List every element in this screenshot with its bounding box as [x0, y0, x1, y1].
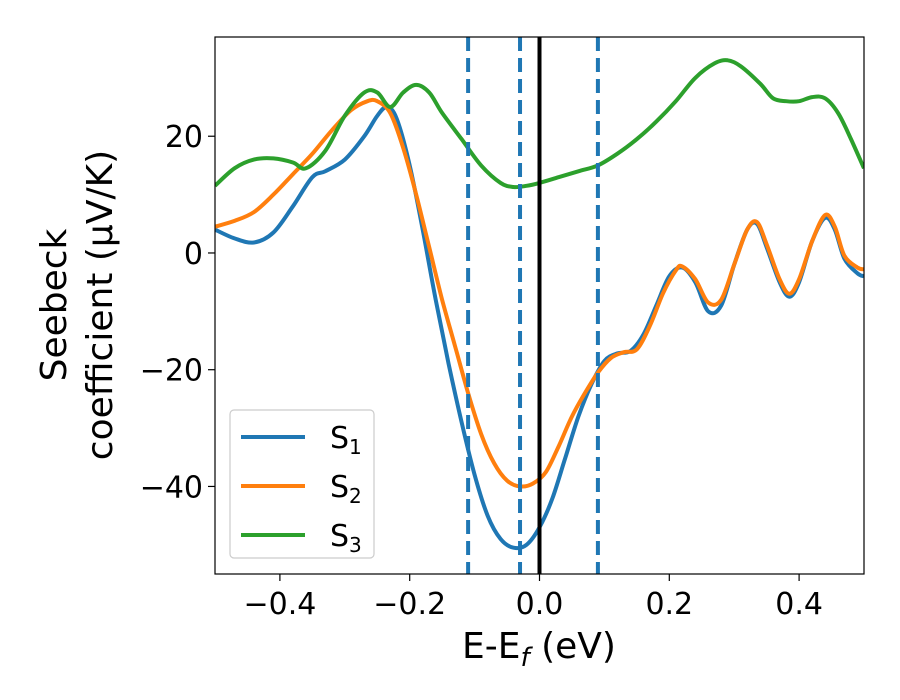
- y-tick-label: 0: [184, 237, 203, 272]
- y-axis: −40 −20 0 20: [140, 120, 215, 505]
- y-axis-title: Seebeck coefficient (μV/K): [34, 150, 121, 460]
- x-axis-title: E-Ef (eV): [462, 626, 616, 673]
- x-tick-label: 0.2: [645, 587, 693, 622]
- x-tick-label: 0.0: [516, 587, 564, 622]
- x-axis: −0.4 −0.2 0.0 0.2 0.4: [243, 574, 823, 622]
- x-tick-label: −0.4: [243, 587, 316, 622]
- x-tick-label: −0.2: [373, 587, 446, 622]
- y-axis-title-line2: coefficient (μV/K): [80, 150, 121, 460]
- x-tick-label: 0.4: [775, 587, 823, 622]
- x-axis-title-unit: (eV): [530, 626, 616, 667]
- series-layer: [215, 37, 864, 574]
- y-tick-label: −40: [140, 470, 203, 505]
- series-line-s2: [215, 97, 864, 489]
- y-tick-label: −20: [140, 354, 203, 389]
- y-tick-label: 20: [165, 120, 203, 155]
- y-axis-title-line1: Seebeck: [34, 228, 75, 381]
